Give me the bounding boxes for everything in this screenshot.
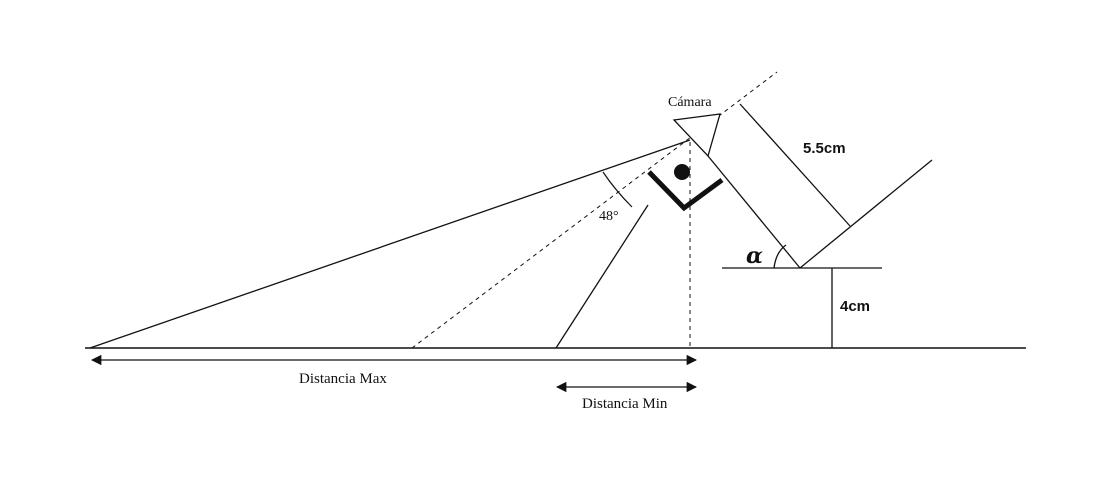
pivot-dot [674, 164, 690, 180]
holder-bracket [647, 170, 724, 212]
angle-48-arc [602, 171, 633, 208]
arm-extension [799, 159, 933, 269]
camera-arm [707, 155, 801, 269]
dimension-5-5cm-line [739, 103, 851, 227]
length-5-5cm-label: 5.5cm [803, 140, 846, 157]
max-distance-ray [89, 139, 691, 349]
distance-min-label: Distancia Min [582, 396, 668, 412]
camera-icon [672, 113, 721, 158]
distance-max-label: Distancia Max [299, 371, 387, 387]
alpha-arc [773, 244, 787, 269]
camera-label: Cámara [668, 95, 712, 110]
angle-48-label: 48° [599, 209, 619, 224]
height-4cm-label: 4cm [840, 298, 870, 315]
alpha-label: α [746, 243, 763, 269]
optical-axis-dashed [411, 71, 778, 349]
min-distance-ray [555, 204, 649, 349]
